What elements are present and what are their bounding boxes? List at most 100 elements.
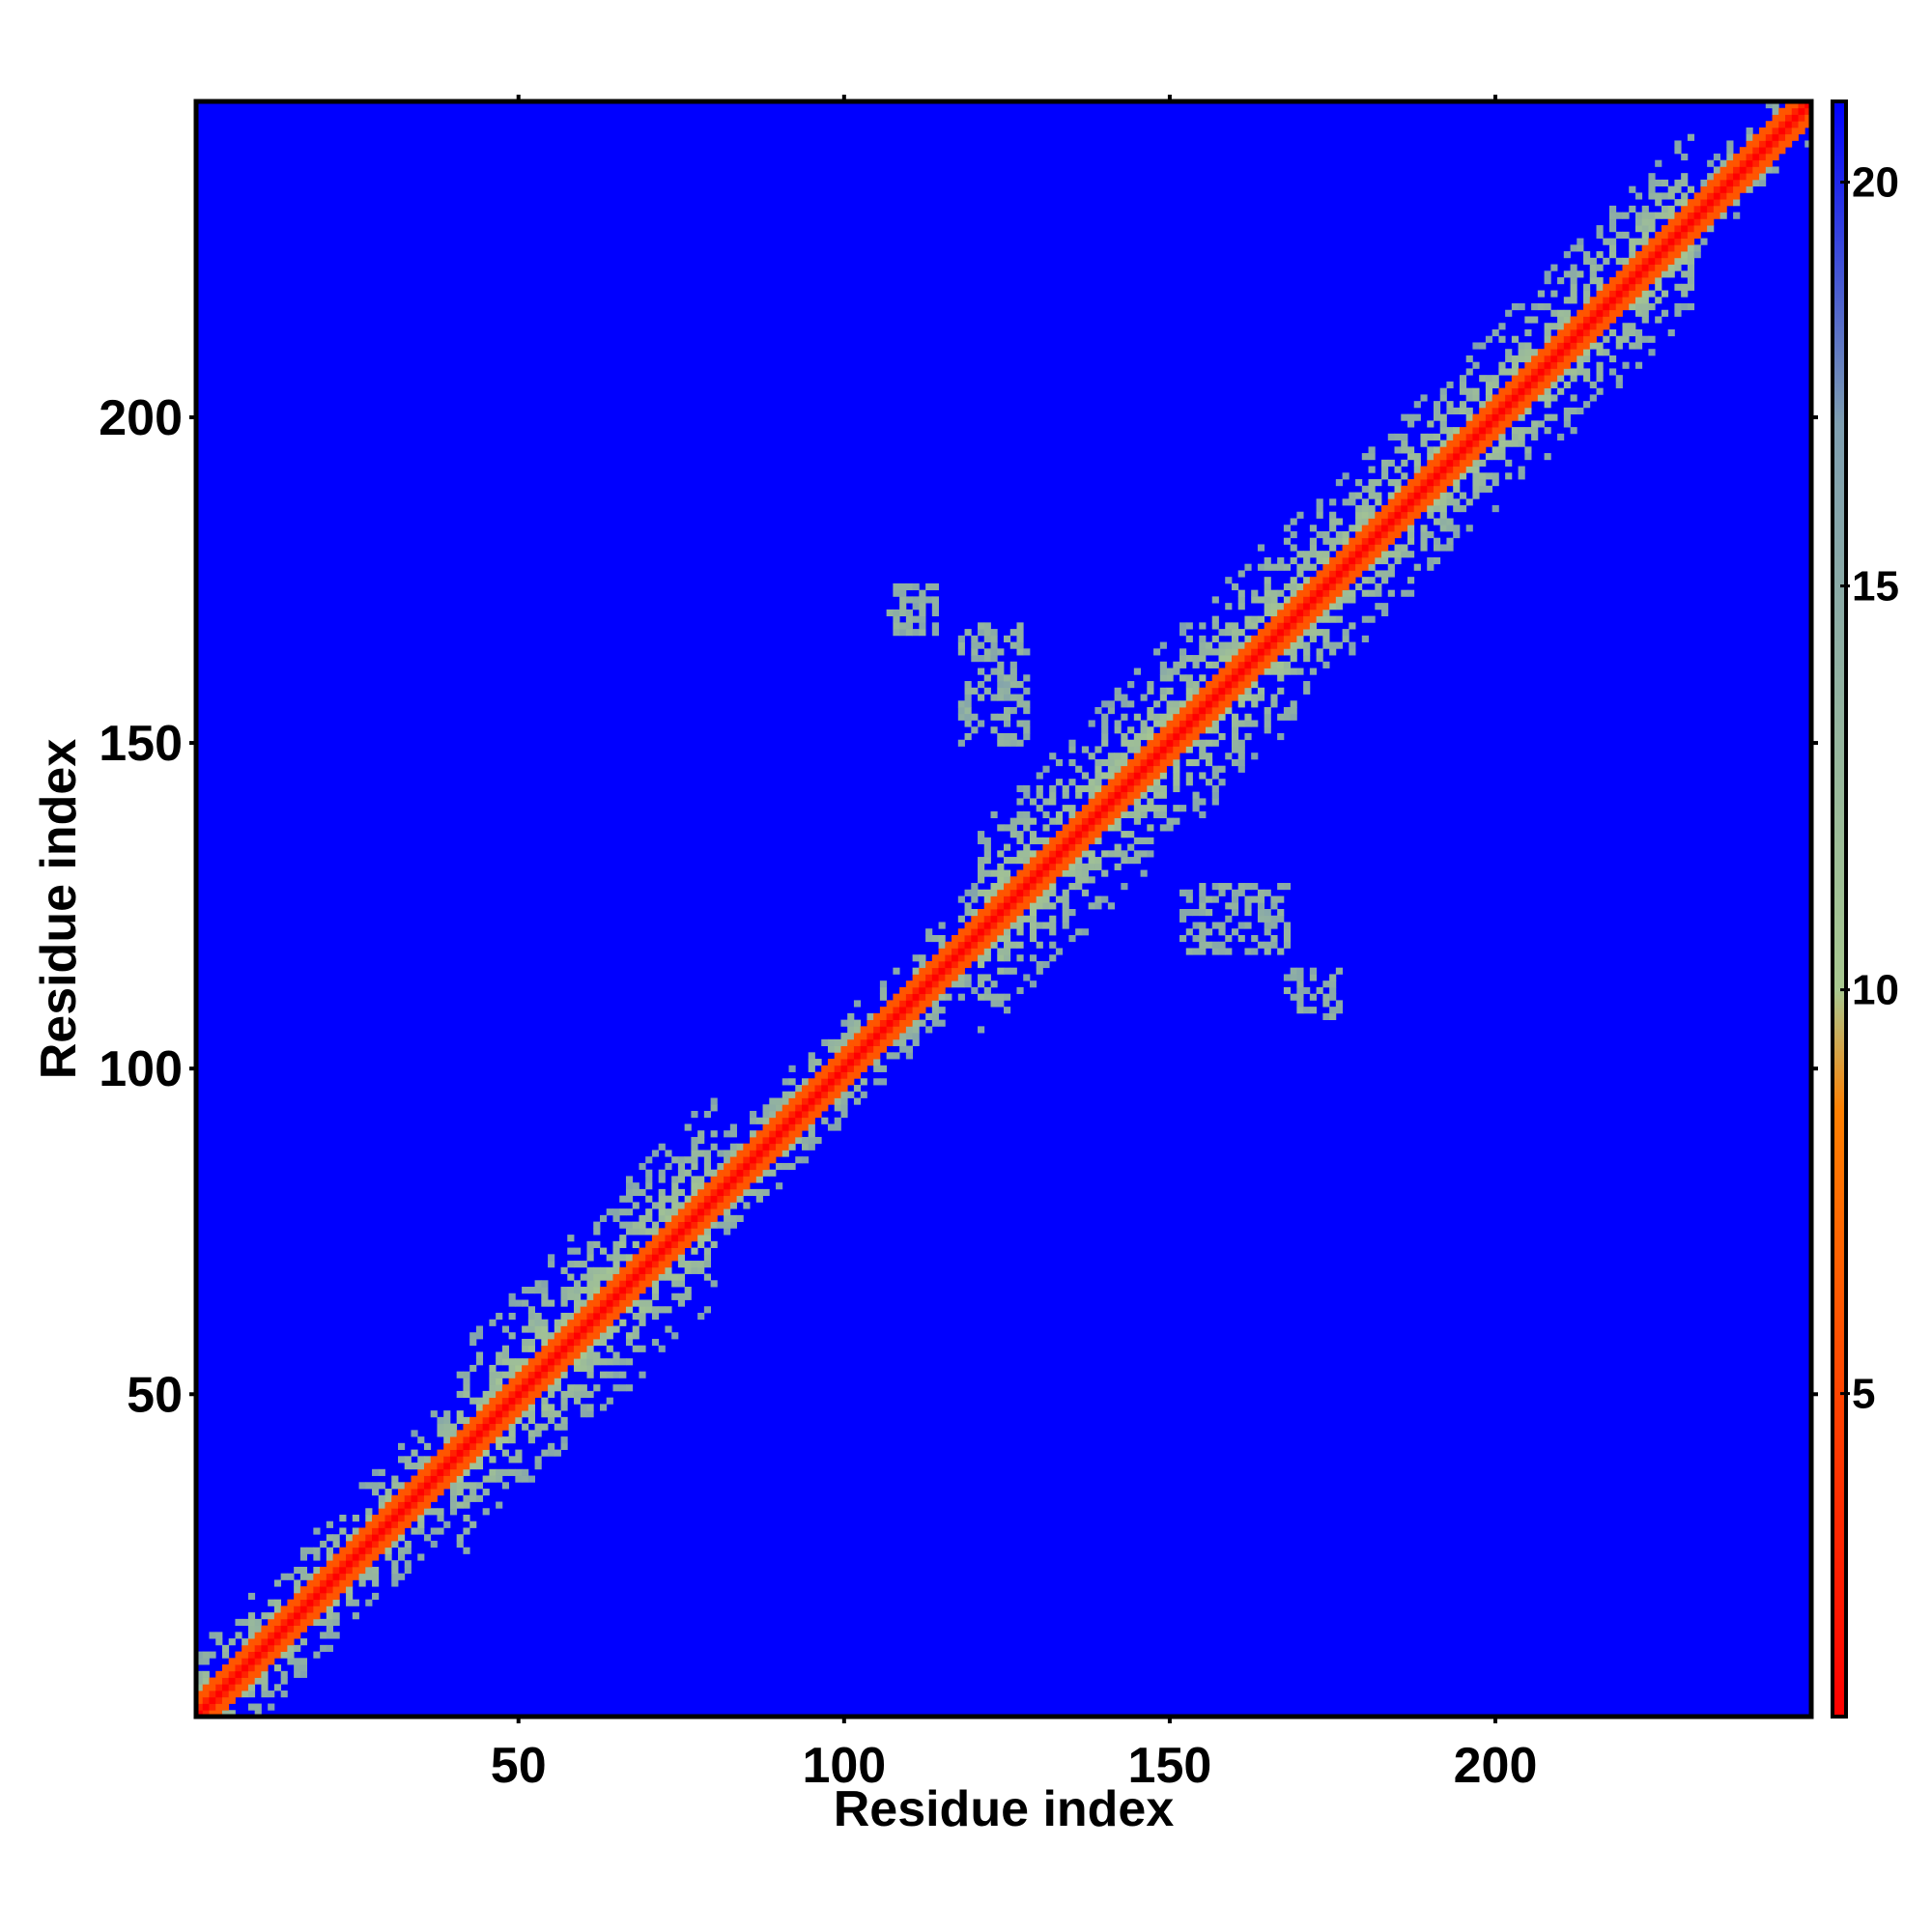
heatmap-cell [1413, 492, 1421, 499]
heatmap-cell [600, 1338, 608, 1347]
heatmap-cell [802, 1156, 810, 1164]
heatmap-cell [1615, 342, 1623, 350]
heatmap-cell [600, 1404, 608, 1411]
heatmap-cell [847, 1091, 855, 1098]
heatmap-cell [639, 1345, 646, 1352]
heatmap-cell [1036, 889, 1043, 896]
heatmap-cell [463, 1416, 470, 1425]
heatmap-cell [1492, 433, 1499, 440]
heatmap-cell [1433, 485, 1441, 493]
heatmap-cell [358, 1540, 366, 1548]
heatmap-cell [449, 1489, 458, 1496]
heatmap-cell [1316, 629, 1323, 637]
heatmap-cell [320, 1618, 327, 1627]
heatmap-cell [697, 1136, 705, 1145]
heatmap-cell [665, 1266, 672, 1274]
heatmap-cell [1707, 212, 1715, 219]
heatmap-cell [1231, 582, 1239, 591]
heatmap-cell [1303, 563, 1311, 571]
heatmap-cell [456, 1442, 464, 1450]
heatmap-cell [313, 1599, 321, 1606]
heatmap-cell [1557, 335, 1565, 343]
heatmap-cell [391, 1566, 399, 1575]
heatmap-cell [1329, 511, 1337, 519]
heatmap-cell [1185, 681, 1193, 689]
heatmap-cell [762, 1169, 770, 1177]
heatmap-cell [1733, 199, 1741, 207]
heatmap-cell [1211, 687, 1219, 695]
heatmap-cell [475, 1482, 484, 1490]
heatmap-cell [1459, 459, 1467, 467]
heatmap-cell [658, 1143, 666, 1151]
heatmap-cell [417, 1494, 425, 1502]
heatmap-cell [1498, 413, 1506, 421]
heatmap-cell [1251, 622, 1259, 630]
heatmap-cell [1785, 121, 1793, 128]
heatmap-cell [1726, 147, 1734, 155]
heatmap-cell [1746, 179, 1753, 187]
heatmap-cell [1322, 1012, 1330, 1021]
heatmap-cell [1427, 433, 1435, 440]
heatmap-cell [1667, 192, 1675, 200]
heatmap-cell [612, 1358, 620, 1366]
heatmap-cell [1407, 485, 1415, 493]
heatmap-cell [593, 1240, 601, 1248]
heatmap-cell [1563, 297, 1571, 304]
heatmap-cell [1244, 902, 1252, 910]
heatmap-cell [625, 1195, 634, 1203]
heatmap-cell [912, 1012, 920, 1021]
heatmap-cell [639, 1254, 646, 1262]
heatmap-cell [1206, 661, 1213, 668]
heatmap-cell [1283, 941, 1292, 949]
heatmap-cell [398, 1501, 406, 1509]
heatmap-cell [781, 1111, 789, 1119]
heatmap-cell [925, 582, 933, 591]
heatmap-cell [658, 1228, 666, 1236]
heatmap-cell [1290, 648, 1297, 656]
heatmap-cell [952, 974, 959, 981]
heatmap-cell [527, 1306, 535, 1314]
heatmap-cell [1179, 720, 1187, 727]
heatmap-cell [606, 1299, 613, 1307]
heatmap-cell [1492, 381, 1499, 389]
heatmap-cell [1225, 915, 1233, 923]
heatmap-cell [1713, 212, 1721, 219]
heatmap-cell [1577, 328, 1584, 337]
heatmap-cell [1681, 238, 1689, 245]
heatmap-cell [769, 1169, 777, 1177]
heatmap-cell [691, 1188, 698, 1197]
heatmap-cell [1237, 603, 1245, 611]
heatmap-cell [1094, 895, 1102, 903]
heatmap-cell [639, 1261, 646, 1268]
heatmap-cell [1381, 537, 1389, 545]
heatmap-cell [1081, 876, 1090, 884]
heatmap-cell [1114, 726, 1122, 734]
heatmap-cell [1498, 407, 1506, 415]
heatmap-cell [1211, 883, 1219, 891]
heatmap-cell [1693, 225, 1701, 233]
heatmap-cell [1413, 401, 1421, 409]
heatmap-cell [496, 1442, 503, 1450]
heatmap-cell [273, 1579, 282, 1587]
colorbar-tick-label: 15 [1852, 563, 1899, 611]
heatmap-cell [1036, 869, 1043, 877]
heatmap-cell [1009, 681, 1017, 689]
heatmap-cell [1303, 622, 1311, 630]
heatmap-cell [893, 1000, 900, 1008]
heatmap-cell [957, 635, 965, 642]
heatmap-cell [1218, 674, 1226, 682]
heatmap-cell [847, 1038, 855, 1046]
heatmap-cell [1634, 277, 1643, 285]
heatmap-cell [346, 1592, 354, 1601]
heatmap-cell [905, 1052, 914, 1060]
heatmap-cell [1681, 173, 1689, 181]
heatmap-cell [1329, 518, 1337, 526]
heatmap-cell [978, 1026, 985, 1034]
heatmap-cell [1407, 589, 1415, 597]
heatmap-cell [945, 954, 952, 962]
heatmap-cell [508, 1293, 516, 1300]
heatmap-cell [1518, 349, 1525, 356]
heatmap-cell [534, 1358, 542, 1366]
heatmap-cell [1322, 570, 1330, 578]
heatmap-cell [990, 922, 998, 929]
